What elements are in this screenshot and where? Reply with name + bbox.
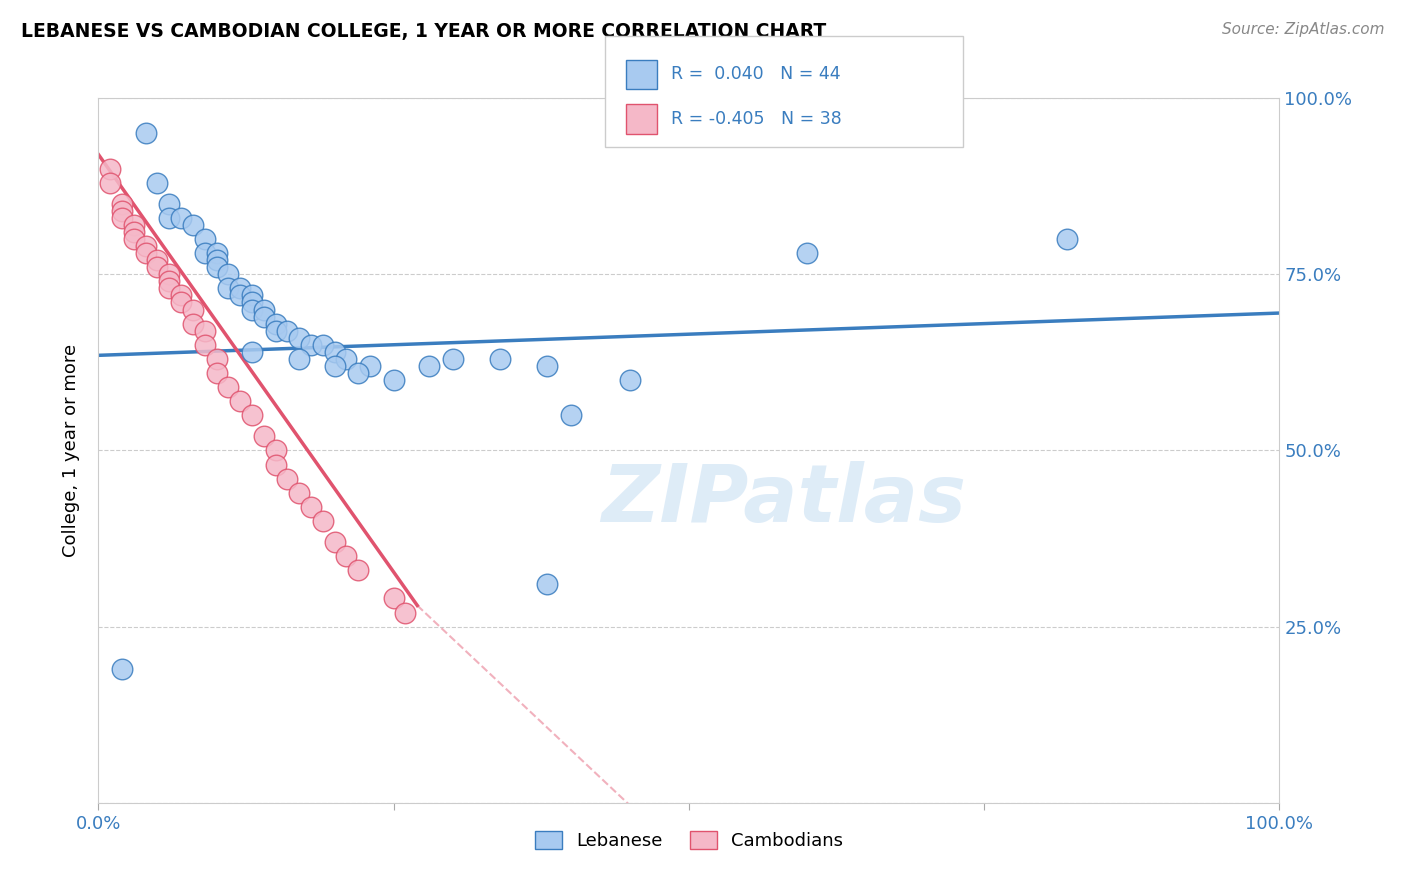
- Point: [170, 288, 193, 302]
- Point: [170, 211, 193, 225]
- Point: [135, 246, 157, 260]
- Point: [264, 443, 287, 458]
- Point: [796, 246, 818, 260]
- Text: LEBANESE VS CAMBODIAN COLLEGE, 1 YEAR OR MORE CORRELATION CHART: LEBANESE VS CAMBODIAN COLLEGE, 1 YEAR OR…: [21, 22, 827, 41]
- Point: [323, 359, 346, 373]
- Point: [98, 161, 121, 176]
- Point: [560, 408, 582, 422]
- Point: [253, 302, 276, 317]
- Point: [418, 359, 440, 373]
- Point: [135, 127, 157, 141]
- Point: [181, 317, 204, 331]
- Point: [157, 197, 180, 211]
- Point: [146, 176, 169, 190]
- Point: [146, 260, 169, 275]
- Point: [229, 281, 252, 295]
- Point: [122, 218, 145, 232]
- Point: [359, 359, 381, 373]
- Point: [229, 288, 252, 302]
- Point: [205, 246, 228, 260]
- Legend: Lebanese, Cambodians: Lebanese, Cambodians: [527, 823, 851, 857]
- Point: [240, 288, 263, 302]
- Point: [394, 606, 416, 620]
- Point: [194, 324, 217, 338]
- Point: [194, 232, 217, 246]
- Point: [347, 563, 370, 577]
- Point: [146, 253, 169, 268]
- Point: [619, 373, 641, 387]
- Point: [217, 380, 239, 394]
- Point: [276, 324, 298, 338]
- Point: [1056, 232, 1078, 246]
- Point: [205, 366, 228, 380]
- Point: [299, 338, 322, 352]
- Point: [489, 351, 512, 366]
- Point: [122, 225, 145, 239]
- Point: [253, 429, 276, 443]
- Point: [288, 485, 311, 500]
- Point: [111, 203, 134, 218]
- Point: [312, 338, 335, 352]
- Text: R = -0.405   N = 38: R = -0.405 N = 38: [671, 110, 841, 128]
- Point: [98, 176, 121, 190]
- Point: [288, 331, 311, 345]
- Point: [323, 535, 346, 549]
- Point: [240, 408, 263, 422]
- Point: [194, 338, 217, 352]
- Point: [111, 211, 134, 225]
- Point: [205, 351, 228, 366]
- Point: [111, 662, 134, 676]
- Point: [382, 591, 405, 606]
- Point: [157, 281, 180, 295]
- Point: [264, 317, 287, 331]
- Point: [335, 351, 357, 366]
- Point: [536, 577, 558, 591]
- Point: [347, 366, 370, 380]
- Point: [240, 302, 263, 317]
- Point: [135, 239, 157, 253]
- Point: [276, 472, 298, 486]
- Point: [382, 373, 405, 387]
- Point: [240, 295, 263, 310]
- Point: [240, 344, 263, 359]
- Point: [205, 260, 228, 275]
- Point: [111, 197, 134, 211]
- Text: R =  0.040   N = 44: R = 0.040 N = 44: [671, 65, 841, 84]
- Point: [288, 351, 311, 366]
- Point: [217, 268, 239, 282]
- Point: [157, 268, 180, 282]
- Point: [323, 344, 346, 359]
- Point: [312, 514, 335, 528]
- Point: [253, 310, 276, 324]
- Point: [157, 274, 180, 288]
- Point: [194, 246, 217, 260]
- Point: [217, 281, 239, 295]
- Point: [264, 324, 287, 338]
- Point: [170, 295, 193, 310]
- Y-axis label: College, 1 year or more: College, 1 year or more: [62, 344, 80, 557]
- Point: [264, 458, 287, 472]
- Point: [122, 232, 145, 246]
- Point: [441, 351, 464, 366]
- Point: [229, 394, 252, 409]
- Point: [205, 253, 228, 268]
- Point: [157, 211, 180, 225]
- Point: [181, 218, 204, 232]
- Point: [181, 302, 204, 317]
- Text: ZIPatlas: ZIPatlas: [600, 461, 966, 539]
- Point: [536, 359, 558, 373]
- Text: Source: ZipAtlas.com: Source: ZipAtlas.com: [1222, 22, 1385, 37]
- Point: [335, 549, 357, 564]
- Point: [299, 500, 322, 514]
